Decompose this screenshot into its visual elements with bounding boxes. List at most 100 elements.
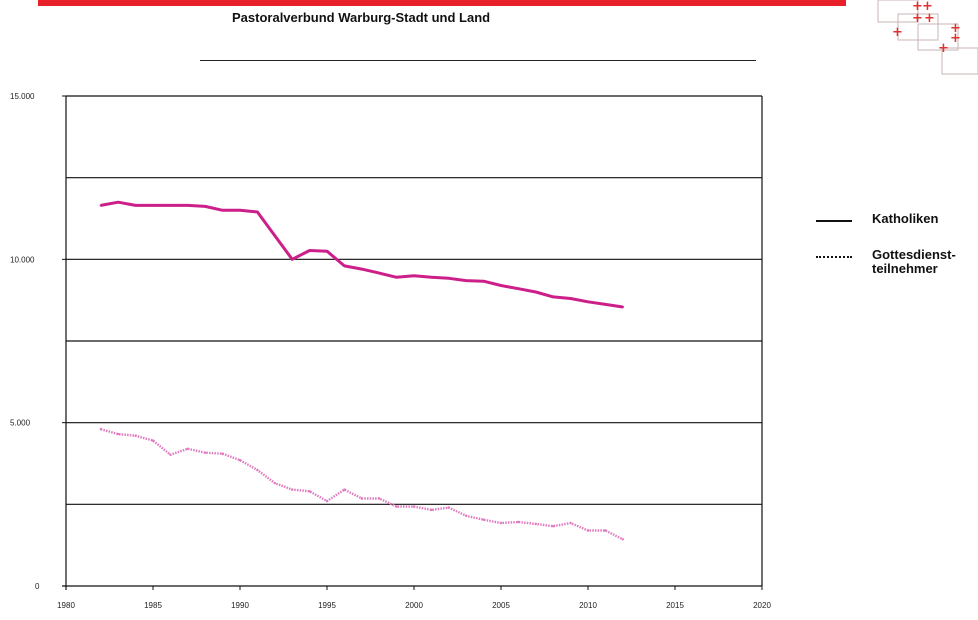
data-point <box>499 521 503 525</box>
title-divider <box>200 60 756 61</box>
svg-text:+: + <box>892 25 903 40</box>
data-point <box>569 521 572 525</box>
data-point <box>569 297 572 300</box>
legend-label: Gottesdienst-teilnehmer <box>872 247 956 276</box>
data-point <box>604 303 607 306</box>
accent-bar <box>38 0 846 6</box>
y-tick-label: 10.000 <box>10 255 35 264</box>
data-point <box>221 452 224 455</box>
logo-icon: + + + + + ++ + <box>877 0 978 75</box>
data-point <box>238 459 242 462</box>
svg-text:+: + <box>924 11 935 26</box>
data-point <box>517 287 520 290</box>
data-point <box>204 451 207 454</box>
chart-series <box>99 200 624 541</box>
data-point <box>204 205 207 208</box>
svg-text:+: + <box>922 0 933 14</box>
data-point <box>395 505 398 508</box>
data-point <box>99 204 103 207</box>
data-point <box>482 518 485 521</box>
x-tick-label: 2010 <box>579 601 597 610</box>
data-point <box>325 499 329 503</box>
data-point <box>447 277 450 280</box>
data-point <box>552 295 555 299</box>
page-title: Pastoralverbund Warburg-Stadt und Land <box>232 10 491 25</box>
legend-label: Katholiken <box>872 211 939 226</box>
data-point <box>117 432 120 436</box>
y-tick-label: 15.000 <box>10 92 35 101</box>
data-point <box>238 209 242 212</box>
series-line-katholiken <box>100 200 624 309</box>
legend-item-gottesdienst: Gottesdienst-teilnehmer <box>816 247 956 276</box>
data-point <box>256 468 259 472</box>
data-point <box>308 490 311 493</box>
data-point <box>325 249 329 253</box>
x-tick-label: 2015 <box>666 601 684 610</box>
x-tick-label: 2020 <box>753 601 771 610</box>
data-point <box>517 520 520 524</box>
data-point <box>360 267 363 271</box>
data-point <box>291 258 294 261</box>
data-point <box>621 305 624 309</box>
data-point <box>482 280 485 283</box>
x-tick-label: 1985 <box>144 601 162 610</box>
data-point <box>134 434 137 437</box>
data-point <box>186 204 189 207</box>
y-tick-label: 0 <box>35 582 40 591</box>
x-tick-label: 2005 <box>492 601 510 610</box>
data-point <box>256 210 259 214</box>
data-point <box>378 497 381 500</box>
data-point <box>291 488 294 491</box>
chart-axes <box>62 95 763 590</box>
data-point <box>534 290 537 294</box>
data-point <box>621 538 624 541</box>
series-line-gottesdienstteilnehmer <box>100 428 624 541</box>
chart-legend: Katholiken Gottesdienst-teilnehmer <box>816 212 956 298</box>
data-point <box>169 204 172 207</box>
data-point <box>169 453 172 456</box>
legend-swatch-solid <box>816 220 852 222</box>
svg-text:+: + <box>912 11 923 26</box>
legend-item-katholiken: Katholiken <box>816 212 952 226</box>
data-point <box>465 514 468 517</box>
data-point <box>465 279 468 282</box>
data-point <box>586 529 590 532</box>
data-point <box>151 439 155 442</box>
x-tick-label: 2000 <box>405 601 423 610</box>
y-axis-tick-labels: 0 5.000 10.000 15.000 <box>10 92 40 591</box>
data-point <box>343 488 346 491</box>
svg-text:+: + <box>912 0 923 14</box>
y-tick-label: 5.000 <box>10 419 31 428</box>
data-point <box>134 204 137 207</box>
data-point <box>117 200 120 204</box>
data-point <box>430 508 433 512</box>
data-point <box>604 529 607 532</box>
data-point <box>534 522 537 526</box>
data-point <box>412 274 416 277</box>
data-point <box>99 428 103 431</box>
data-point <box>360 497 363 500</box>
data-point <box>552 525 555 528</box>
data-point <box>186 447 189 450</box>
data-point <box>395 276 398 279</box>
data-point <box>151 204 155 207</box>
x-tick-label: 1980 <box>57 601 75 610</box>
data-point <box>412 505 416 508</box>
chart-gridlines <box>66 95 762 505</box>
data-point <box>308 249 311 252</box>
svg-text:+: + <box>950 31 961 46</box>
svg-text:+: + <box>950 21 961 36</box>
x-axis-tick-labels: 1980 1985 1990 1995 2000 2005 2010 2015 … <box>57 601 771 610</box>
legend-swatch-dotted <box>816 256 852 258</box>
data-point <box>586 300 590 303</box>
svg-text:+: + <box>938 41 949 56</box>
data-point <box>430 276 433 279</box>
data-point <box>221 209 224 212</box>
x-tick-label: 1995 <box>318 601 336 610</box>
data-point <box>499 284 503 287</box>
data-point <box>378 271 381 275</box>
data-point <box>343 264 346 268</box>
data-point <box>273 481 276 485</box>
x-tick-label: 1990 <box>231 601 249 610</box>
